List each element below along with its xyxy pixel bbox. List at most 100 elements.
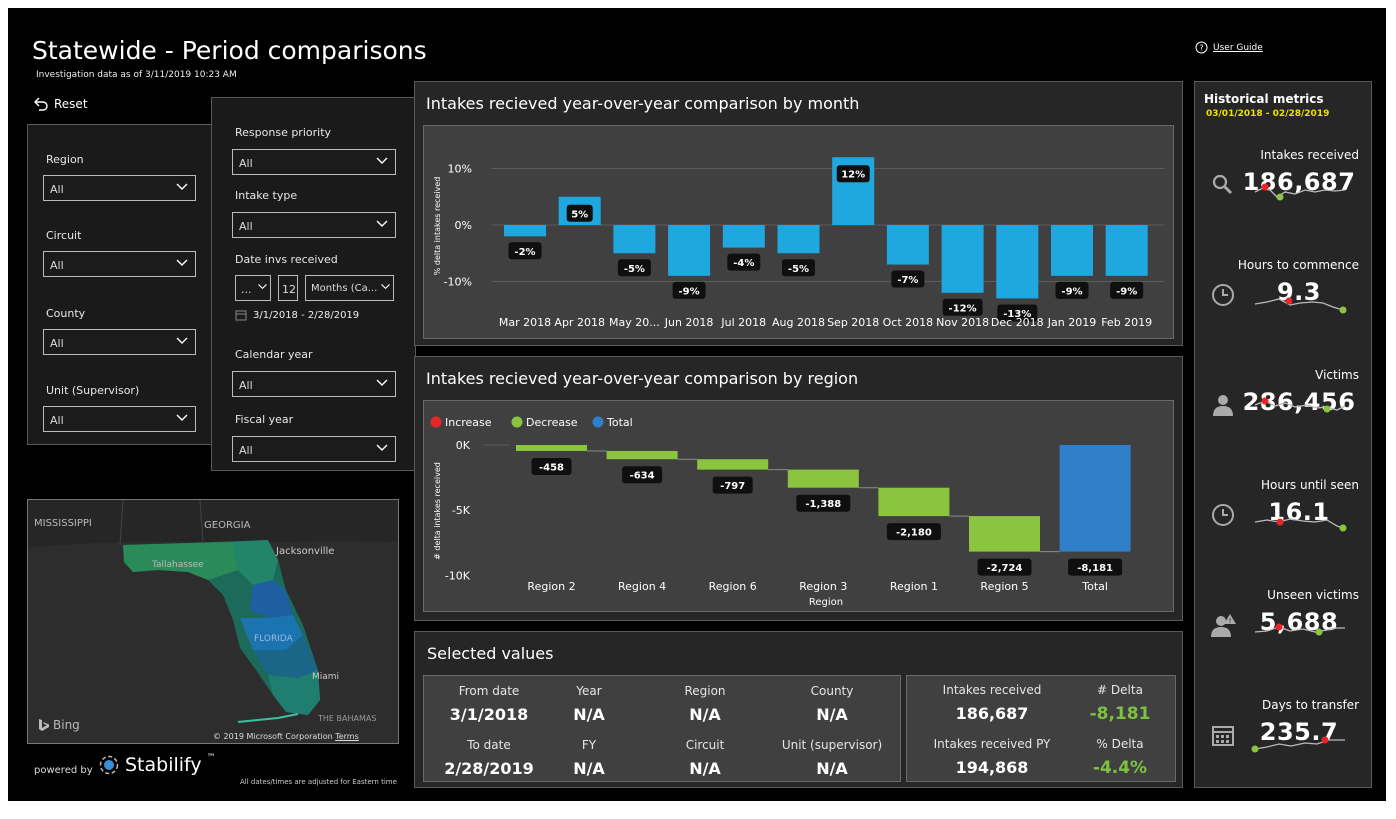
waterfall-bar[interactable] [1059, 445, 1131, 552]
intakes-value: 186,687 [955, 704, 1029, 723]
map-label-tallahassee: Tallahassee [152, 560, 204, 570]
waterfall-bar[interactable] [969, 516, 1040, 552]
year-label: Year [576, 684, 602, 698]
florida-map[interactable]: MISSISSIPPI GEORGIA Jacksonville Tallaha… [27, 499, 399, 744]
metric-sparkline [1254, 297, 1347, 314]
y-tick-label: 10% [448, 163, 472, 176]
month-bar[interactable] [668, 225, 711, 276]
priority-dropdown[interactable]: All [232, 149, 396, 175]
to-date-value: 2/28/2019 [444, 759, 534, 778]
delta-pct-value: -4.4% [1092, 758, 1148, 778]
delta-pct-label: % Delta [1096, 737, 1144, 751]
waterfall-bar[interactable] [697, 459, 769, 470]
data-label: -4% [733, 258, 754, 269]
period-unit-dropdown[interactable]: Months (Ca... [305, 275, 394, 301]
data-label: -13% [1003, 309, 1031, 320]
map-terms-link[interactable]: Terms [335, 732, 359, 741]
month-bar[interactable] [1051, 225, 1093, 276]
user-guide-label: User Guide [1213, 42, 1263, 53]
month-chart-area: % delta intakes received 10% 0% -10% -2% Mar … [423, 125, 1174, 339]
circuit-label: Circuit [685, 738, 725, 752]
data-label: -2,180 [896, 528, 932, 539]
region-waterfall-chart[interactable]: Increase Decrease Total # delta intakes rec… [424, 401, 1173, 611]
data-label: 12% [841, 170, 865, 181]
month-bar[interactable] [996, 225, 1039, 299]
calendar-year-dropdown[interactable]: All [232, 371, 396, 397]
map-label-mississippi: MISSISSIPPI [34, 518, 92, 529]
region-dropdown[interactable]: All [43, 175, 196, 201]
month-bar-chart[interactable]: % delta intakes received 10% 0% -10% -2% Mar … [424, 126, 1173, 338]
data-label-box [617, 259, 651, 277]
month-bar[interactable] [504, 225, 546, 237]
month-bar[interactable] [722, 225, 765, 248]
metric-card: Unseen victims 5,688! [1195, 580, 1371, 685]
calendar-icon [1212, 726, 1234, 746]
x-tick-label: Sep 2018 [827, 316, 879, 329]
person-icon [1213, 395, 1233, 416]
timezone-note: All dates/times are adjusted for Eastern… [240, 778, 397, 786]
metric-label: Victims [1315, 368, 1359, 382]
chevron-down-icon [176, 183, 188, 190]
metric-sparkline [1254, 183, 1346, 201]
waterfall-bar[interactable] [878, 487, 950, 517]
fy-label: FY [581, 738, 597, 752]
data-label: -797 [720, 481, 745, 492]
county-dropdown[interactable]: All [43, 329, 196, 355]
waterfall-bar[interactable] [606, 450, 678, 460]
unit-dropdown[interactable]: All [43, 406, 196, 432]
data-label-box [886, 523, 941, 541]
chevron-down-icon [381, 284, 390, 290]
chevron-down-icon [376, 444, 388, 451]
metric-card: Victims 286,456 [1195, 360, 1371, 465]
reset-button[interactable]: Reset [32, 96, 88, 112]
user-guide-link[interactable]: ? User Guide [1195, 41, 1263, 54]
y-axis-title: # delta intakes received [433, 462, 442, 560]
chevron-down-icon [258, 284, 267, 290]
map-copyright: © 2019 Microsoft Corporation Terms [213, 732, 359, 741]
month-chart-title: Intakes recieved year-over-year comparis… [426, 94, 860, 113]
data-label-box [508, 242, 542, 260]
month-bar[interactable] [1105, 225, 1148, 276]
metric-label: Hours to commence [1237, 258, 1359, 272]
x-tick-label: Region 2 [527, 580, 575, 593]
fiscal-year-dropdown[interactable]: All [232, 436, 396, 462]
month-bar[interactable] [941, 225, 984, 293]
metric-sparkline [1254, 397, 1346, 413]
map-canvas [28, 500, 398, 743]
map-label-florida: FLORIDA [254, 634, 293, 644]
data-label-box [942, 298, 983, 316]
legend-marker [592, 416, 604, 428]
metric-sparkline [1254, 518, 1347, 532]
fy-value: N/A [573, 759, 605, 778]
filter-panel-left: Region All Circuit All County All Unit (… [27, 124, 215, 445]
date-range-display: 3/1/2018 - 2/28/2019 [235, 309, 359, 321]
data-label: -2% [514, 247, 535, 258]
region-value: N/A [689, 705, 721, 724]
powered-by-label: powered by [34, 765, 93, 776]
historical-metrics-panel: Historical metrics 03/01/2018 - 02/28/20… [1194, 81, 1372, 788]
circuit-dropdown[interactable]: All [43, 251, 196, 277]
region-label: Region [684, 684, 726, 698]
to-date-label: To date [467, 738, 511, 752]
period-number-input[interactable]: 12 [278, 275, 298, 301]
data-label: -9% [679, 286, 700, 297]
waterfall-bar[interactable] [787, 469, 859, 488]
x-tick-label: Jun 2018 [664, 316, 714, 329]
month-bar[interactable] [886, 225, 929, 265]
x-tick-label: Feb 2019 [1101, 316, 1152, 329]
intake-type-dropdown[interactable]: All [232, 212, 396, 238]
relative-dropdown[interactable]: ... [235, 275, 271, 301]
metric-sparkline [1251, 736, 1345, 753]
county-label: County [810, 684, 854, 698]
month-bar[interactable] [613, 225, 656, 254]
intake-type-filter-label: Intake type [235, 189, 298, 202]
historical-range: 03/01/2018 - 02/28/2019 [1206, 109, 1330, 119]
month-bar[interactable] [777, 225, 820, 254]
waterfall-bar[interactable] [516, 445, 587, 451]
map-label-miami: Miami [312, 672, 340, 682]
x-tick-label: Jan 2019 [1047, 316, 1096, 329]
region-chart-panel: Intakes recieved year-over-year comparis… [414, 356, 1183, 621]
chevron-down-icon [376, 157, 388, 164]
data-label: -5% [624, 264, 645, 275]
y-tick-label: 0K [456, 439, 471, 452]
